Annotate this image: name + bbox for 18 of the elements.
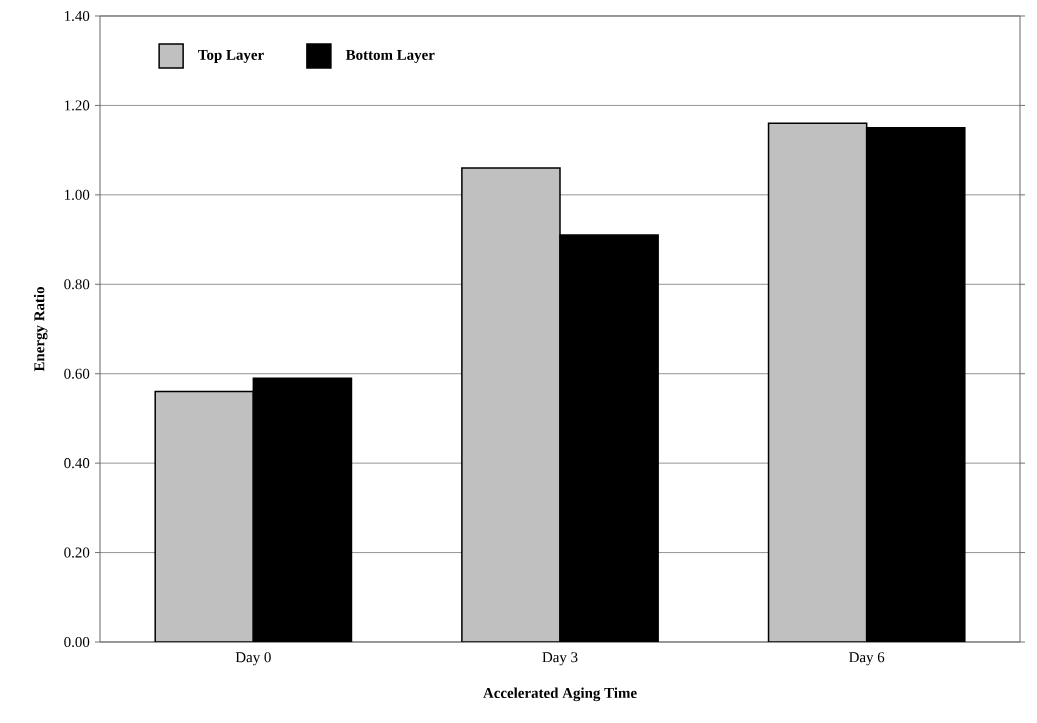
- bar: [461, 167, 561, 642]
- legend-label: Bottom Layer: [345, 49, 435, 63]
- bar: [154, 390, 255, 642]
- x-tick-label: Day 6: [849, 652, 885, 666]
- y-tick-label: 0.00: [64, 636, 90, 648]
- x-tick-label: Day 0: [235, 652, 271, 666]
- x-tick-label: Day 3: [542, 652, 578, 666]
- x-axis-title: Accelerated Aging Time: [483, 687, 637, 702]
- y-tick-label: 1.40: [64, 10, 90, 22]
- y-tick-label: 1.20: [64, 100, 90, 111]
- legend-label: Top Layer: [198, 49, 264, 63]
- y-tick-label: 0.20: [64, 547, 90, 558]
- y-tick-label: 0.80: [64, 279, 90, 290]
- y-tick-label: 0.40: [64, 458, 90, 469]
- bar: [767, 122, 868, 642]
- y-tick-label: 1.00: [64, 189, 90, 200]
- y-tick-label: 0.60: [64, 368, 90, 379]
- y-axis-title: Energy Ratio: [33, 287, 48, 372]
